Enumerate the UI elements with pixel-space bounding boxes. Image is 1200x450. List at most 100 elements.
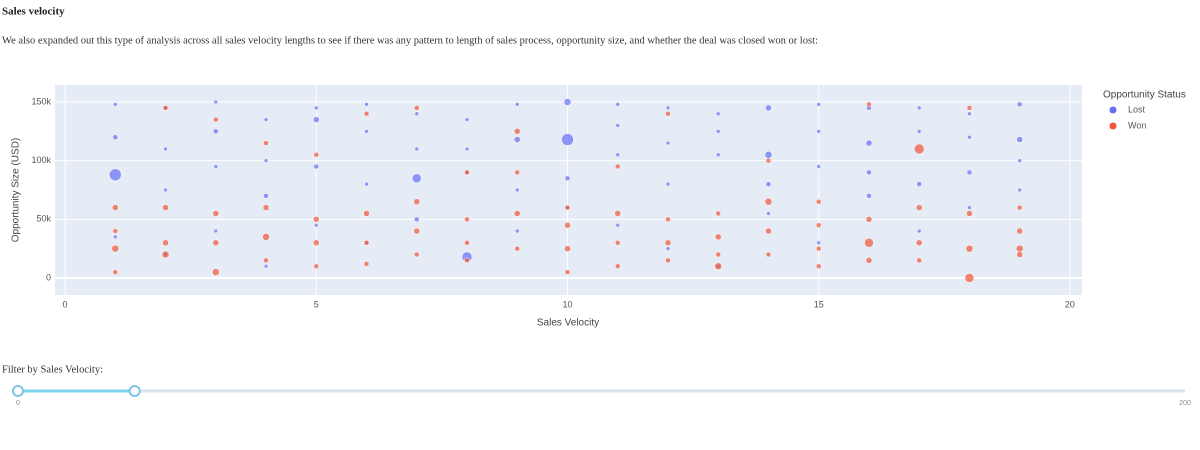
point (865, 139, 873, 147)
point (464, 117, 470, 122)
point (514, 169, 521, 176)
point (765, 181, 772, 187)
point (865, 216, 873, 223)
point (414, 111, 420, 116)
point (314, 222, 319, 228)
point (262, 233, 270, 241)
point (815, 245, 822, 252)
point (313, 239, 320, 247)
point (413, 227, 421, 235)
point (865, 257, 873, 264)
point (109, 168, 122, 181)
point (764, 151, 773, 159)
point (864, 238, 874, 248)
point (162, 204, 169, 211)
x-tick-label: 20 (1065, 299, 1075, 309)
point (615, 222, 620, 228)
point (816, 164, 821, 169)
point (916, 257, 922, 264)
point (615, 123, 620, 128)
point (564, 245, 571, 252)
point (916, 228, 922, 234)
point (564, 269, 571, 275)
legend-label[interactable]: Lost (1128, 104, 1146, 114)
point (113, 102, 118, 107)
point (766, 211, 771, 216)
point (464, 257, 470, 264)
point (1016, 101, 1023, 108)
point (263, 257, 269, 264)
point (515, 228, 520, 234)
point (967, 134, 972, 140)
point (916, 129, 922, 134)
point (866, 101, 872, 108)
point (966, 210, 973, 217)
point (866, 169, 872, 176)
slider-label: Filter by Sales Velocity: (2, 364, 103, 375)
y-tick-label: 100k (31, 155, 51, 165)
point (614, 210, 621, 217)
point (213, 116, 219, 123)
legend-swatch[interactable] (1109, 122, 1117, 130)
point (614, 163, 621, 170)
point (1017, 187, 1022, 193)
point (714, 262, 722, 271)
y-tick-label: 0 (46, 272, 51, 282)
point (464, 146, 470, 152)
point (965, 244, 974, 253)
point (363, 210, 370, 217)
y-tick-label: 50k (36, 214, 51, 224)
point (815, 263, 822, 270)
point (614, 240, 621, 246)
point (363, 110, 370, 117)
point (364, 181, 369, 187)
point (313, 263, 320, 270)
point (967, 111, 972, 116)
point (967, 205, 972, 210)
slider-handle[interactable] (12, 385, 24, 397)
point (464, 240, 470, 246)
point (915, 204, 923, 211)
point (765, 157, 772, 164)
point (414, 146, 420, 152)
x-tick-label: 0 (63, 299, 68, 309)
point (561, 133, 574, 146)
point (615, 102, 620, 107)
point (113, 234, 118, 240)
slider-handle[interactable] (128, 385, 141, 397)
point (163, 187, 168, 193)
point (112, 269, 119, 275)
point (1016, 227, 1023, 235)
point (1016, 204, 1023, 211)
legend-swatch[interactable] (1109, 106, 1117, 114)
x-tick-label: 15 (814, 299, 824, 309)
point (112, 134, 119, 140)
point (263, 264, 269, 269)
point (313, 216, 320, 223)
point (816, 240, 821, 246)
legend-label[interactable]: Won (1128, 120, 1146, 130)
point (966, 169, 973, 176)
point (263, 193, 269, 199)
point (564, 221, 571, 229)
y-tick-label: 150k (31, 96, 51, 106)
point (213, 99, 219, 105)
point (414, 251, 420, 258)
point (514, 128, 521, 135)
point (363, 261, 370, 267)
point (665, 140, 671, 146)
point (412, 173, 422, 184)
point (665, 110, 671, 117)
point (213, 164, 219, 169)
point (563, 98, 572, 106)
slider-min: 0 (16, 400, 20, 407)
point (765, 251, 772, 258)
point (212, 210, 220, 217)
point (212, 239, 220, 247)
point (464, 169, 470, 176)
point (715, 129, 721, 134)
point (414, 216, 420, 223)
point (966, 105, 973, 111)
intro: We also expanded out this type of analys… (2, 35, 818, 46)
